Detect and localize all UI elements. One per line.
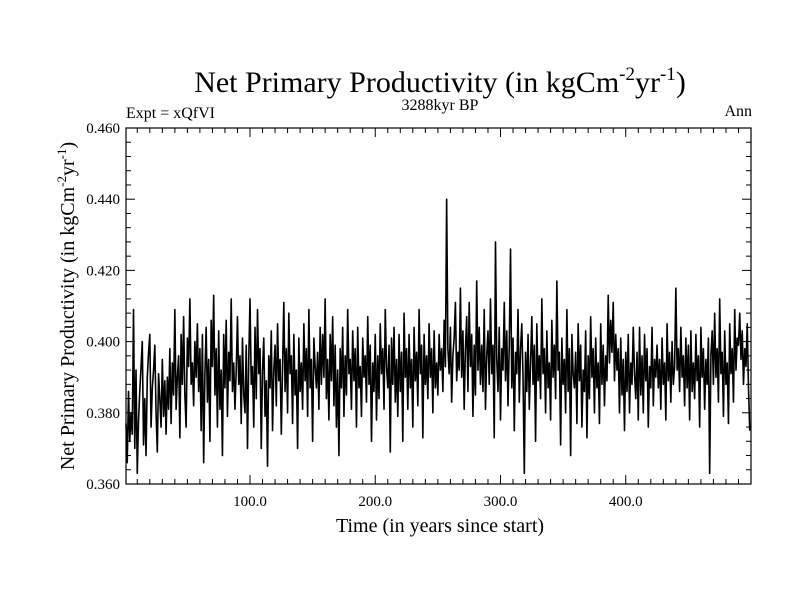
axis-ticks bbox=[126, 127, 751, 485]
x-tick-label: 100.0 bbox=[233, 494, 267, 510]
x-tick-label: 400.0 bbox=[609, 494, 643, 510]
y-tick-label: 0.380 bbox=[86, 406, 120, 422]
season-label: Ann bbox=[724, 103, 752, 120]
y-tick-label: 0.420 bbox=[86, 263, 120, 279]
y-tick-label: 0.440 bbox=[86, 192, 120, 208]
chart-title: Net Primary Productivity (in kgCm-2yr-1) bbox=[194, 64, 686, 99]
y-axis-label: Net Primary Productivity (in kgCm-2yr-1) bbox=[54, 142, 79, 470]
x-tick-label: 300.0 bbox=[484, 494, 518, 510]
experiment-label: Expt = xQfVI bbox=[126, 105, 215, 122]
series-line-npp bbox=[125, 198, 751, 475]
x-axis-label: Time (in years since start) bbox=[336, 515, 544, 537]
plot-frame bbox=[125, 127, 752, 485]
y-tick-label: 0.460 bbox=[86, 121, 120, 137]
y-tick-label: 0.400 bbox=[86, 335, 120, 351]
x-tick-label: 200.0 bbox=[358, 494, 392, 510]
axis-tick-labels: 100.0 200.0 300.0 400.0 0.360 0.380 0.400 0.420… bbox=[86, 121, 642, 510]
period-label: 3288kyr BP bbox=[402, 97, 479, 114]
y-tick-label: 0.360 bbox=[86, 477, 120, 493]
